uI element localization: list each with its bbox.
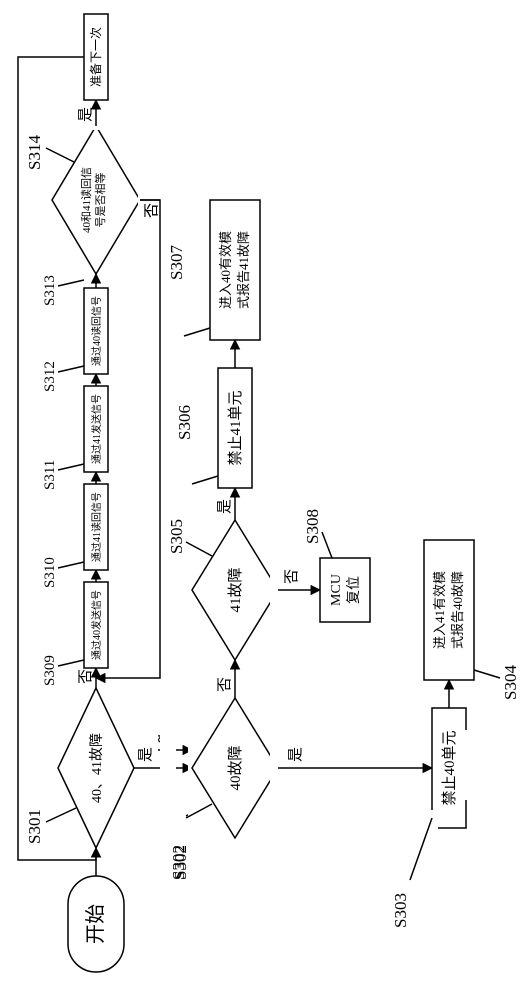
s306-step: S306 [175,405,194,440]
s311-step: S311 [42,460,58,490]
s308-step: S308 [303,509,322,544]
s302-step: S302 [169,845,188,880]
s305-text: 41故障 [226,567,244,612]
s307-text1: 进入40有效模 [218,231,233,309]
start-label: 开始 [84,904,107,944]
s302-no: 否 [217,677,233,692]
s308-text1: MCU [329,574,344,606]
s312-step: S312 [42,361,58,392]
s314-text1: 40和41读回信 [79,167,93,233]
s314-text2: 号是否相等 [93,173,107,228]
s303-text: 禁止40单元 [441,730,458,805]
s309-step: S309 [42,655,58,686]
s310-step: S310 [42,557,58,588]
s313-step: S313 [42,275,58,306]
s303-step: S303 [391,893,410,928]
s304-text2: 式报告40故障 [450,571,465,649]
s306-text: 禁止41单元 [227,390,244,465]
s305-step: S305 [167,519,186,554]
s301-text: 40、41故障 [89,733,105,803]
s301-yes: 是 [138,747,154,762]
s307-text2: 式报告41故障 [236,231,251,309]
s314-step: S314 [25,135,44,170]
s312-text: 通过40读回信号 [90,296,103,366]
box-s308 [320,558,370,622]
s301-step: S301 [25,809,44,844]
s309-text: 通过40发送信号 [90,590,103,660]
s314-yes: 是 [78,107,94,122]
s301-no: 否 [78,669,94,684]
next-text: 准备下一次 [89,27,103,87]
s305-no: 否 [284,569,300,584]
s304-text1: 进入41有效模 [432,571,447,649]
s302-yes: 是 [288,747,304,762]
s305-yes: 是 [217,499,233,514]
s314-no: 否 [144,203,160,218]
s302-text: 40故障 [226,745,244,790]
s307-step: S307 [167,245,186,280]
s311-text: 通过41发送信号 [90,394,103,464]
s310-text: 通过41读回信号 [90,492,103,562]
s308-text2: 复位 [345,576,362,604]
s304-step: S304 [501,665,520,700]
